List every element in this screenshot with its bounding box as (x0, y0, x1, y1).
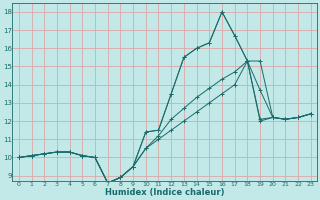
X-axis label: Humidex (Indice chaleur): Humidex (Indice chaleur) (105, 188, 225, 197)
